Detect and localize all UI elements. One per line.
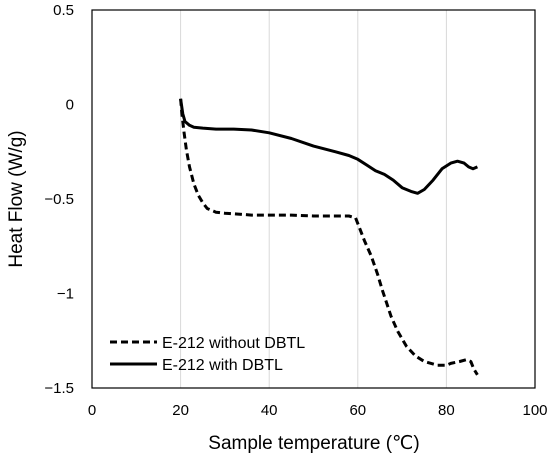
y-tick-label: 0.5 xyxy=(53,2,74,19)
x-tick-label: 100 xyxy=(522,402,547,419)
x-tick-label: 20 xyxy=(172,402,189,419)
y-tick-label: −1 xyxy=(57,286,74,303)
vertical-gridlines xyxy=(180,10,447,388)
y-tick-label: −0.5 xyxy=(44,191,74,208)
y-axis-label: Heat Flow (W/g) xyxy=(6,130,27,267)
series-line-without-dbtl xyxy=(179,98,479,376)
x-axis-label: Sample temperature (℃) xyxy=(208,433,419,454)
plot-area-frame xyxy=(91,9,536,389)
y-tick-label: −1.5 xyxy=(44,380,74,397)
series-lines xyxy=(179,98,479,376)
x-tick-label: 60 xyxy=(349,402,366,419)
x-tick-label: 80 xyxy=(438,402,455,419)
legend-label-with-dbtl: E-212 with DBTL xyxy=(162,357,283,374)
x-tick-labels: 0 20 40 60 80 100 xyxy=(88,402,548,419)
x-tick-label: 0 xyxy=(88,402,96,419)
legend: E-212 without DBTL E-212 with DBTL xyxy=(110,335,305,374)
x-tick-label: 40 xyxy=(261,402,278,419)
y-tick-labels: −1.5 −1 −0.5 0 0.5 xyxy=(44,2,74,397)
legend-label-without-dbtl: E-212 without DBTL xyxy=(162,335,305,352)
series-line-with-dbtl xyxy=(179,98,478,195)
y-tick-label: 0 xyxy=(66,97,74,114)
